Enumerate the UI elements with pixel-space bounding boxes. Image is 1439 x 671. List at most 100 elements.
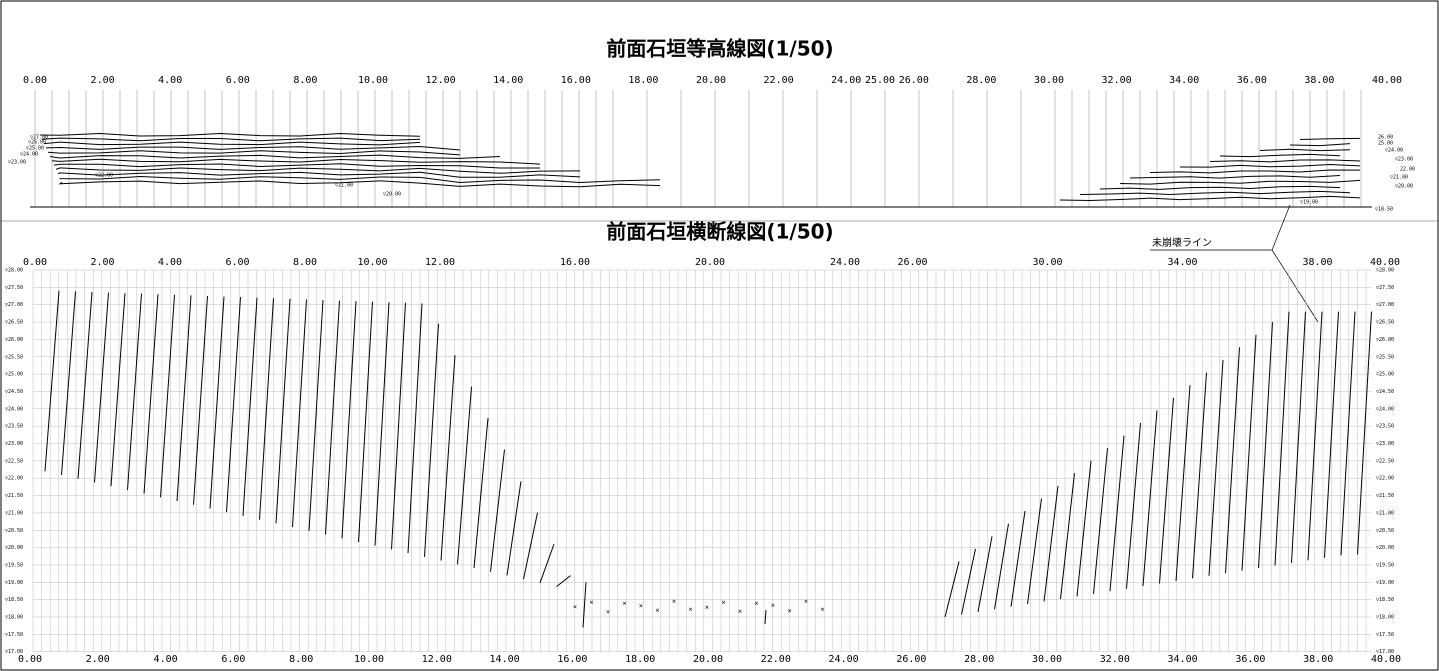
contour: [52, 159, 540, 164]
point-mark: ×: [672, 597, 676, 605]
elevation-label: ▽22.50: [1376, 458, 1394, 464]
section-line: [1077, 461, 1091, 597]
section-line: [276, 299, 290, 524]
elevation-label: ▽27.50: [1376, 285, 1394, 291]
contour: [56, 168, 580, 173]
point-mark: ×: [738, 608, 742, 616]
section-line: [540, 544, 554, 583]
top-axis-label: 25.00: [865, 75, 895, 86]
section-line: [78, 292, 92, 479]
elevation-label: ▽23.50: [1376, 424, 1394, 430]
section-line: [441, 355, 455, 560]
bottom-axis-label: 38.00: [1303, 654, 1333, 665]
elevation-label: ▽22.00: [1376, 476, 1394, 482]
point-mark: ×: [787, 607, 791, 615]
section-axis-label: 10.00: [357, 257, 387, 268]
elevation-label: ▽23.00: [5, 441, 23, 447]
section-line: [507, 481, 521, 575]
top-axis-label: 2.00: [91, 75, 115, 86]
elevation-label: ▽18.00: [5, 615, 23, 621]
elevation-label: ▽19.50: [5, 562, 23, 568]
point-mark: ×: [589, 599, 593, 607]
bottom-axis-label: 40.00: [1371, 654, 1401, 665]
elevation-label: ▽27.50: [5, 285, 23, 291]
section-axis-label: 24.00: [830, 257, 860, 268]
section-axis-label: 4.00: [158, 257, 182, 268]
elevation-label: ▽25.00: [1376, 372, 1394, 378]
section-line: [194, 296, 208, 505]
section-axis-label: 20.00: [695, 257, 725, 268]
section-axis-label: 40.00: [1370, 257, 1400, 268]
contour: [1130, 176, 1340, 179]
contour-label: ▽21.00: [335, 183, 353, 189]
elevation-label: ▽25.00: [5, 372, 23, 378]
bottom-axis-label: 4.00: [154, 654, 178, 665]
elevation-label: ▽26.50: [1376, 320, 1394, 326]
top-axis-label: 40.00: [1372, 75, 1402, 86]
elevation-label: ▽19.50: [1376, 562, 1394, 568]
section-line: [1011, 511, 1025, 607]
section-axis-label: 34.00: [1167, 257, 1197, 268]
elevation-label: ▽22.00: [5, 476, 23, 482]
elevation-label: ▽21.50: [1376, 493, 1394, 499]
section-axis-label: 12.00: [425, 257, 455, 268]
elevation-label: ▽28.00: [5, 268, 23, 274]
elevation-label: ▽28.00: [1376, 268, 1394, 274]
section-line: [1061, 473, 1075, 599]
section-line: [1308, 312, 1322, 561]
elevation-label: ▽23.00: [1376, 441, 1394, 447]
elevation-label: ▽25.50: [1376, 354, 1394, 360]
top-axis-label: 10.00: [358, 75, 388, 86]
contour: [1290, 144, 1350, 146]
contour: [1220, 154, 1340, 156]
contour-label: ▽19.00: [1300, 200, 1318, 206]
contour-label: ▽22.00: [95, 173, 113, 179]
top-axis-label: 12.00: [426, 75, 456, 86]
section-line: [1127, 423, 1141, 589]
contour: [1180, 165, 1360, 168]
contour: [42, 138, 420, 141]
elevation-label: ▽23.50: [5, 424, 23, 430]
section-axis-label: 30.00: [1032, 257, 1062, 268]
elevation-label: ▽24.50: [1376, 389, 1394, 395]
point-mark: ×: [655, 607, 659, 615]
section-axis-label: 38.00: [1302, 257, 1332, 268]
point-mark: ×: [622, 599, 626, 607]
bottom-axis-label: 10.00: [354, 654, 384, 665]
section-line: [458, 387, 472, 565]
contour: [50, 155, 500, 158]
contour: [1300, 138, 1360, 139]
elevation-label: ▽21.00: [1376, 510, 1394, 516]
section-line: [45, 291, 59, 471]
top-axis-label: 24.00: [831, 75, 861, 86]
point-mark: ×: [804, 597, 808, 605]
top-axis-label: 28.00: [966, 75, 996, 86]
section-line: [1143, 410, 1157, 586]
section-line: [1242, 335, 1256, 571]
section-axis-label: 16.00: [560, 257, 590, 268]
point-mark: ×: [705, 603, 709, 611]
frame: [1, 1, 1438, 670]
section-line: [1110, 436, 1124, 592]
top-axis-label: 16.00: [561, 75, 591, 86]
bottom-axis-label: 14.00: [490, 654, 520, 665]
elevation-label: ▽21.00: [5, 510, 23, 516]
elevation-label: ▽18.50: [5, 597, 23, 603]
bottom-axis-label: 34.00: [1168, 654, 1198, 665]
section-axis-label: 8.00: [293, 257, 317, 268]
section-line: [524, 513, 538, 580]
section-line: [342, 301, 356, 538]
section-line: [144, 294, 158, 493]
bottom-axis-label: 18.00: [625, 654, 655, 665]
section-line: [1259, 322, 1273, 568]
bottom-axis-label: 0.00: [18, 654, 42, 665]
section-line: [128, 294, 142, 490]
contour-label: ▽21.00: [1390, 175, 1408, 181]
contour-label: 22.00: [1400, 167, 1415, 173]
section-line: [1044, 486, 1058, 602]
point-mark: ×: [721, 598, 725, 606]
section-axis-label: 0.00: [23, 257, 47, 268]
section-axis-label: 6.00: [225, 257, 249, 268]
section-line: [1275, 312, 1289, 566]
bottom-axis-label: 20.00: [693, 654, 723, 665]
